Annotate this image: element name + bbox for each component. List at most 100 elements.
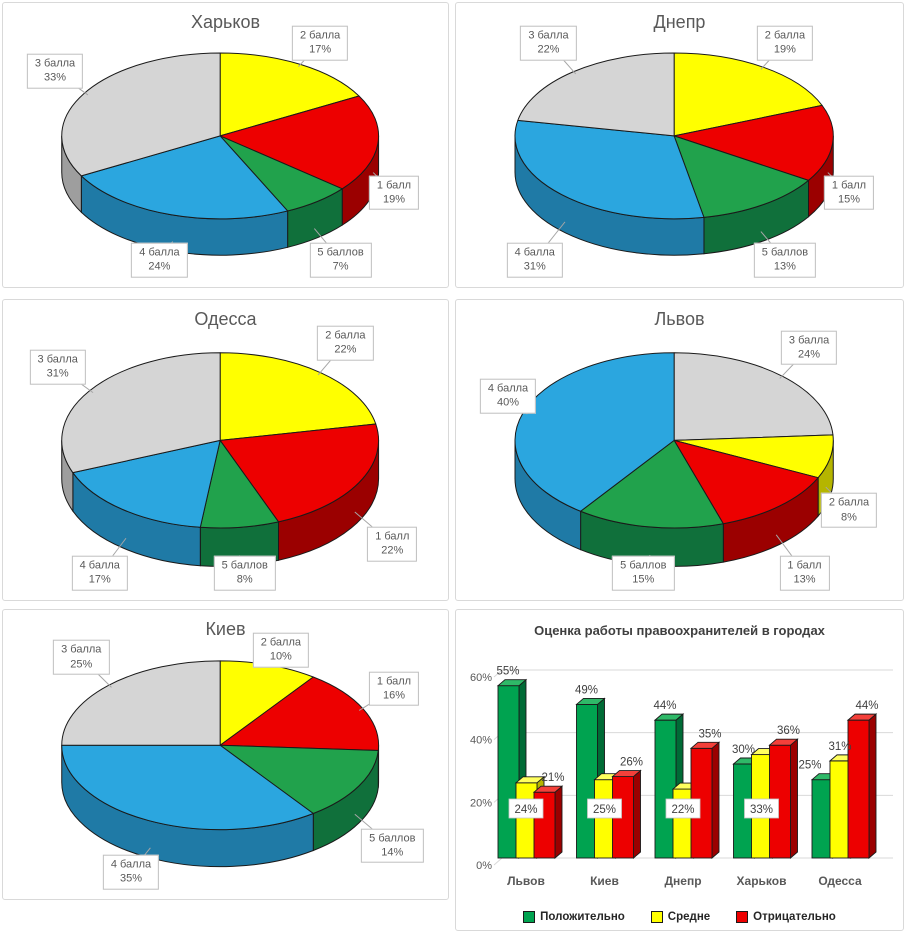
pie-data-label-0: 3 балла 24% (780, 330, 838, 366)
y-axis-label: 0% (476, 860, 492, 872)
pie-data-label-1: 1 балл 22% (367, 526, 418, 562)
legend-swatch-icon (736, 911, 749, 923)
pie-label-value: 35% (119, 873, 142, 885)
pie-slice-4 (61, 352, 221, 474)
pie-title-odessa: Одесса (194, 309, 257, 329)
pie-label-category: 2 балла (260, 636, 301, 649)
gridline-side (493, 857, 503, 866)
pie-label-value: 31% (523, 260, 546, 273)
value-label-box (665, 798, 701, 819)
x-axis-label: Днепр (664, 874, 701, 888)
legend-swatch-icon (523, 911, 536, 923)
pie-data-label-4: 3 балла 25% (53, 640, 110, 675)
pie-label-category: 1 балл (787, 559, 822, 572)
pie-label-category: 4 балла (139, 246, 180, 259)
bar-side (868, 713, 877, 859)
pie-slice-0 (673, 352, 834, 441)
bar-top (846, 713, 878, 721)
pie-label-value: 33% (43, 71, 67, 84)
pie-title-dnipro: Днепр (653, 12, 706, 32)
pie-label-category: 1 балл (376, 179, 412, 192)
pie-label-category: 4 балла (79, 559, 120, 572)
bar-top (575, 698, 606, 705)
bar-side (711, 741, 720, 859)
bar-side (790, 738, 798, 859)
pie-label-value: 7% (332, 261, 349, 273)
pie-data-label-4: 3 балла 22% (520, 25, 577, 61)
pie-label-value: 13% (773, 261, 796, 273)
pie-label-category: 2 балла (764, 29, 806, 42)
pie-label-category: 1 балл (376, 675, 412, 688)
pie-data-label-2: 5 баллов 8% (213, 555, 276, 591)
pie-label-value: 15% (632, 574, 655, 586)
pie-label-value: 19% (382, 193, 406, 206)
pie-slice-2 (219, 744, 379, 815)
value-label: 21% (541, 772, 564, 784)
pie-data-label-0: 2 балла 19% (756, 25, 814, 61)
x-axis-label: Львов (507, 874, 545, 888)
pie-slice-0 (673, 52, 823, 137)
pie-label-value: 17% (88, 574, 111, 586)
pie-label-category: 4 балла (514, 246, 555, 259)
pie-label-category: 2 балла (828, 496, 870, 509)
pie-data-label-1: 1 балл 19% (368, 175, 420, 210)
legend-item-0: Положительно (523, 911, 625, 923)
pie-slice-4 (61, 660, 221, 746)
pie-data-label-1: 1 балл 16% (368, 671, 420, 707)
value-label: 35% (698, 728, 721, 740)
bar-chart-title: Оценка работы правоохранителей в городах (534, 623, 825, 638)
gridline-side (493, 669, 503, 678)
pie-slice-4 (61, 52, 221, 177)
pie-label-category: 2 балла (299, 29, 341, 42)
legend-item-2: Отрицательно (736, 911, 836, 923)
pie-slice-2 (673, 439, 819, 525)
pie-label-value: 31% (46, 367, 69, 380)
pie-data-label-1: 2 балла 8% (820, 492, 878, 528)
pie-slice-3 (80, 135, 289, 220)
bar-top (514, 776, 546, 784)
value-label-boxed: 22% (671, 804, 694, 816)
pie-label-category: 1 балл (831, 179, 867, 192)
value-label: 30% (732, 744, 755, 756)
pie-label-value: 16% (382, 689, 406, 702)
pie-label-value: 17% (309, 44, 332, 56)
pie-label-value: 15% (837, 193, 861, 206)
legend-label: Средне (667, 911, 711, 923)
y-axis-label: 60% (470, 672, 492, 684)
pie-data-label-4: 3 балла 33% (26, 53, 84, 89)
pie-label-value: 8% (236, 574, 253, 586)
chart-panel-bar-summary: Оценка работы правоохранителей в городах… (455, 609, 904, 931)
y-axis-label: 40% (470, 735, 492, 747)
pie-3d-chart (507, 347, 850, 574)
pie-data-label-3: 4 балла 24% (131, 242, 188, 278)
pie-title-kyiv: Киев (205, 619, 246, 639)
pie-label-category: 5 баллов (761, 246, 809, 259)
bar-top (689, 741, 721, 749)
bar-top (653, 713, 685, 721)
pie-3d-chart (61, 649, 395, 873)
pie-data-label-3: 5 баллов 15% (612, 555, 675, 591)
pie-label-value: 22% (537, 44, 560, 56)
pie-data-label-2: 5 баллов 14% (361, 828, 424, 864)
pie-data-label-4: 4 балла 40% (479, 378, 537, 414)
pie-label-category: 5 баллов (221, 559, 268, 572)
chart-panel-kyiv: Киев 2 балла 10% 1 балл 16% 5 баллов 14% 4 бал… (2, 609, 449, 900)
pie-data-label-4: 3 балла 31% (29, 349, 86, 385)
pie-label-value: 25% (70, 658, 93, 671)
pie-label-category: 3 балла (788, 334, 830, 347)
pie-3d-chart (54, 42, 395, 261)
pie-data-label-2: 5 баллов 13% (753, 242, 817, 278)
pie-title-lviv: Львов (654, 309, 705, 329)
pie-label-value: 24% (148, 261, 171, 273)
pie-label-value: 14% (381, 846, 404, 859)
chart-panel-lviv: Львов 3 балла 24% 2 балла 8% 1 балл 13% 5 балл… (455, 299, 904, 601)
value-label: 26% (620, 757, 643, 769)
pie-label-value: 19% (773, 44, 796, 56)
pie-slice-4 (517, 52, 675, 137)
pie-data-label-0: 2 балла 10% (252, 632, 309, 668)
bar-top (496, 679, 528, 687)
bar-top (611, 770, 642, 777)
value-label: 36% (777, 725, 800, 737)
pie-slice-3 (72, 439, 221, 528)
